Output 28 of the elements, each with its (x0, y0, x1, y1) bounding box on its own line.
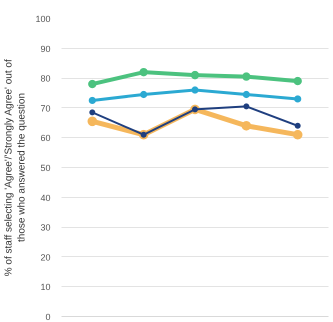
y-tick-label: 50 (40, 163, 51, 173)
point (191, 86, 199, 94)
y-tick-label: 10 (40, 282, 51, 292)
point (89, 109, 96, 116)
y-tick-label: 80 (40, 74, 51, 84)
y-axis-title: % of staff selecting 'Agree'/'Strongly Agree' out of those who answered the question (3, 59, 28, 276)
point (242, 120, 252, 131)
point (242, 90, 250, 98)
y-tick-label: 60 (40, 133, 51, 144)
point (88, 96, 96, 104)
point (88, 80, 97, 88)
y-tick-label: 90 (40, 44, 51, 54)
point (294, 122, 301, 129)
point (243, 103, 250, 110)
point (293, 76, 302, 86)
point (139, 68, 148, 76)
point (190, 70, 200, 80)
point (140, 90, 148, 98)
y-tick-label: 70 (40, 103, 51, 114)
point (88, 116, 98, 126)
point (292, 130, 302, 140)
y-tick-label: 40 (40, 192, 51, 203)
y-tick-label: 30 (40, 222, 51, 233)
y-tick-label: 0 (45, 312, 51, 322)
y-tick-label: 100 (35, 14, 51, 24)
point (294, 95, 302, 103)
y-tick-label: 20 (40, 252, 51, 262)
point (242, 72, 251, 81)
